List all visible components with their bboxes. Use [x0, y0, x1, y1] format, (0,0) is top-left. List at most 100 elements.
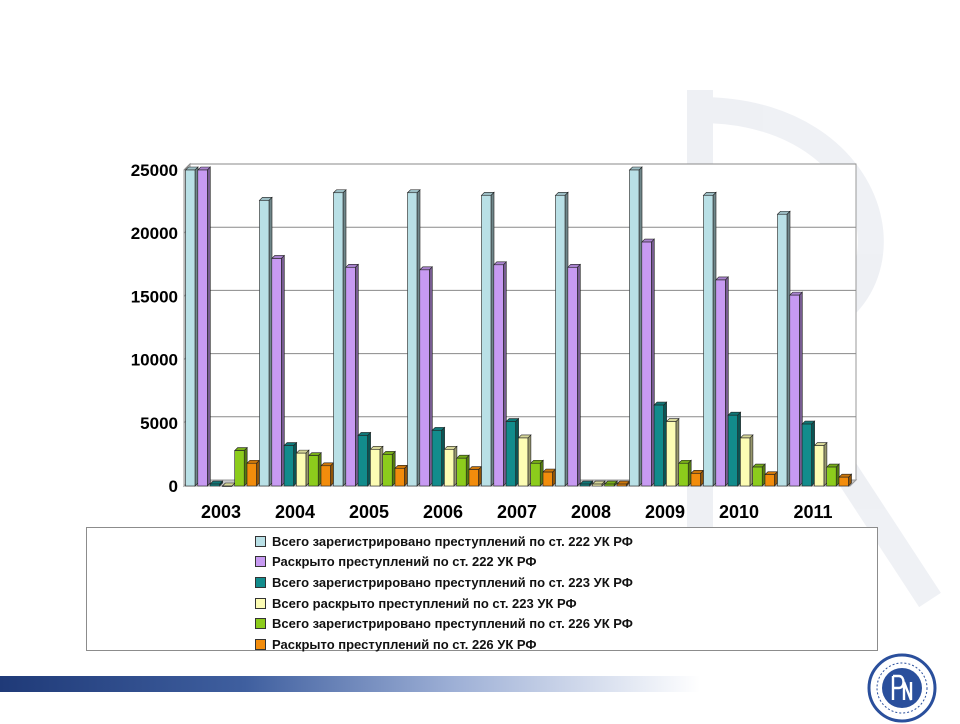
footer-gradient-bar	[0, 676, 700, 692]
bar-front	[407, 192, 418, 487]
bar	[739, 434, 754, 487]
bar-front	[542, 471, 553, 487]
bar-front	[703, 194, 714, 487]
bar	[419, 266, 434, 487]
legend-label: Всего зарегистрировано преступлений по с…	[272, 533, 633, 549]
bar	[258, 196, 273, 487]
bar-front	[493, 264, 504, 487]
bar-front	[801, 423, 812, 487]
bar-front	[555, 194, 566, 487]
legend-label: Раскрыто преступлений по ст. 222 УК РФ	[272, 554, 537, 570]
bar	[764, 470, 779, 487]
bar-front	[345, 267, 356, 487]
y-tick-label: 20000	[131, 224, 178, 243]
y-tick-label: 15000	[131, 287, 178, 306]
legend-swatch	[255, 597, 266, 609]
bar	[455, 454, 470, 487]
bar	[184, 166, 199, 487]
x-tick-label: 2009	[645, 502, 685, 522]
bar	[665, 417, 680, 487]
bar-front	[481, 194, 492, 487]
bar-front	[530, 462, 541, 487]
bar-front	[185, 169, 196, 487]
legend-swatch	[255, 556, 266, 568]
bar-front	[777, 213, 788, 487]
bar	[715, 276, 730, 487]
legend-swatch	[255, 638, 266, 650]
legend-label: Всего зарегистрировано преступлений по с…	[272, 574, 633, 590]
bar	[554, 191, 569, 487]
bar-front	[419, 269, 430, 487]
bar	[813, 441, 828, 487]
legend-entry: Всего зарегистрировано преступлений по с…	[255, 613, 633, 634]
legend-entry: Всего раскрыто преступлений по ст. 223 У…	[255, 593, 633, 614]
legend-entry: Раскрыто преступлений по ст. 222 УК РФ	[255, 552, 633, 573]
bar	[801, 420, 816, 487]
bar-front	[604, 483, 615, 487]
bar	[233, 446, 248, 487]
x-tick-label: 2006	[423, 502, 463, 522]
bar	[246, 459, 261, 487]
bar-front	[271, 258, 282, 487]
bar-front	[234, 450, 245, 487]
legend-label: Всего зарегистрировано преступлений по с…	[272, 616, 633, 632]
bar-side	[207, 166, 211, 487]
bar-front	[579, 483, 590, 487]
bar	[677, 459, 692, 487]
gridline	[183, 163, 856, 171]
bar	[542, 468, 557, 487]
legend-entry: Всего зарегистрировано преступлений по с…	[255, 572, 633, 593]
bar	[307, 451, 322, 487]
bar-front	[715, 279, 726, 487]
bar	[751, 463, 766, 487]
bar-front	[370, 449, 381, 487]
y-tick-label: 10000	[131, 351, 178, 370]
bar	[579, 480, 594, 487]
legend-swatch	[255, 576, 266, 588]
legend-label: Раскрыто преступлений по ст. 226 УК РФ	[272, 636, 537, 652]
x-tick-label: 2003	[201, 502, 241, 522]
bar	[357, 431, 372, 487]
legend-label: Всего раскрыто преступлений по ст. 223 У…	[272, 595, 577, 611]
bar	[271, 254, 286, 487]
bar	[776, 210, 791, 487]
bar-front	[382, 454, 393, 487]
bar	[616, 480, 631, 487]
bar-front	[826, 466, 837, 487]
bar-front	[666, 421, 677, 487]
bar	[431, 426, 446, 487]
bar	[628, 166, 643, 487]
y-tick-label: 25000	[131, 161, 178, 180]
bar-front	[789, 294, 800, 487]
bar	[320, 462, 335, 487]
bar-front	[209, 483, 220, 487]
bar-front	[505, 421, 516, 487]
bar	[529, 459, 544, 487]
bar-front	[838, 476, 849, 487]
bar	[197, 166, 212, 487]
bar-front	[222, 485, 233, 487]
bar-front	[616, 483, 627, 487]
bar	[641, 238, 656, 487]
chart-legend: Всего зарегистрировано преступлений по с…	[86, 527, 878, 652]
bar	[332, 189, 347, 487]
bar	[653, 401, 668, 487]
bar-front	[456, 457, 467, 487]
bar-front	[678, 462, 689, 487]
bar	[493, 261, 508, 487]
bar	[727, 411, 742, 487]
bar	[567, 263, 582, 487]
bar	[603, 480, 618, 487]
y-tick-label: 5000	[140, 414, 178, 433]
bar-front	[320, 465, 331, 487]
bar	[690, 469, 705, 487]
x-tick-label: 2007	[497, 502, 537, 522]
bar-front	[752, 466, 763, 487]
legend-entry: Раскрыто преступлений по ст. 226 УК РФ	[255, 634, 633, 655]
bar-front	[740, 437, 751, 487]
bar	[838, 473, 853, 487]
bar-front	[308, 455, 319, 487]
hse-logo-icon	[867, 653, 937, 723]
bar-front	[629, 169, 640, 487]
bar-front	[444, 449, 455, 487]
